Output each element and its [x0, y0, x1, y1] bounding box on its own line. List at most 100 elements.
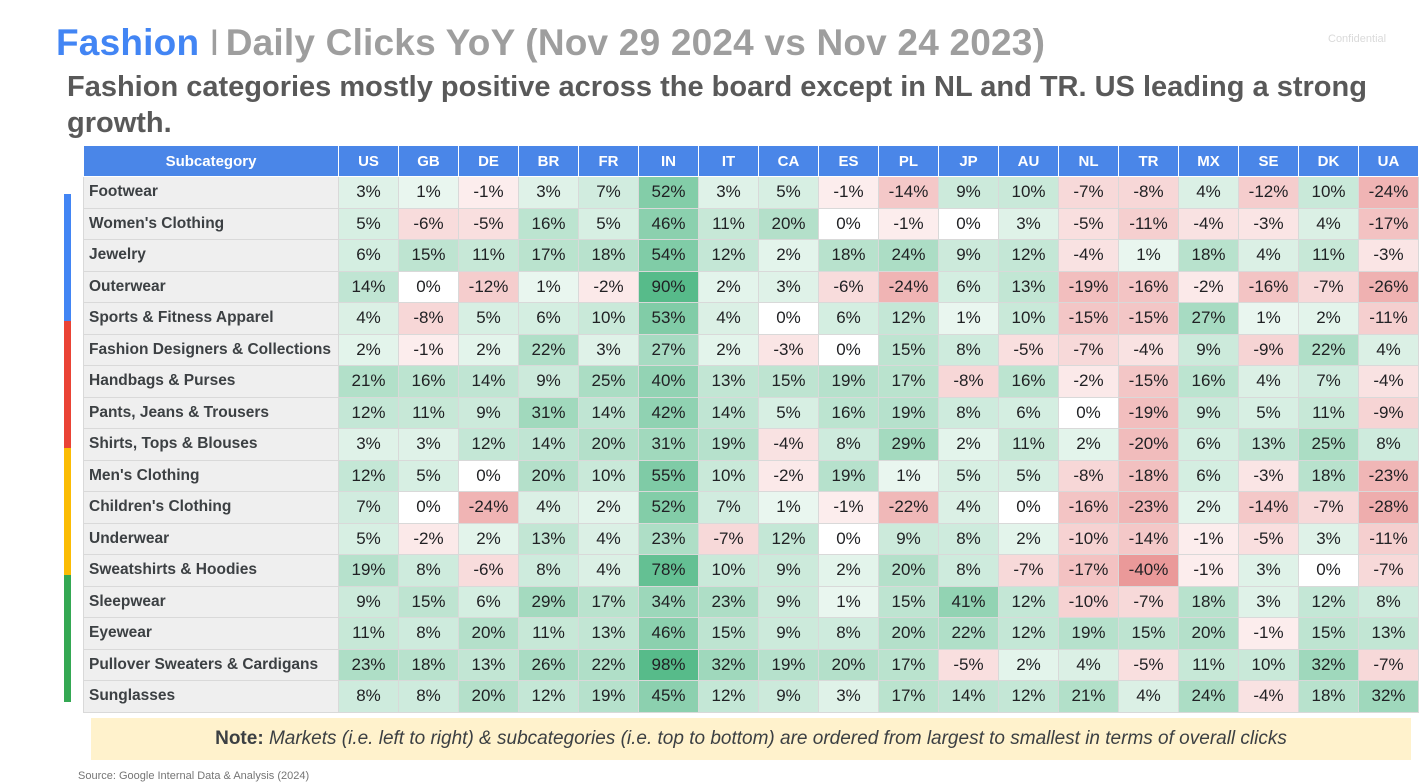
- cell-jp: 6%: [938, 270, 999, 303]
- cell-pl: 20%: [878, 554, 939, 587]
- cell-jp: 4%: [938, 491, 999, 524]
- cell-ua: 4%: [1358, 333, 1419, 366]
- cell-it: 14%: [698, 396, 759, 429]
- cell-mx: 6%: [1178, 459, 1239, 492]
- cell-pl: 15%: [878, 585, 939, 618]
- cell-br: 20%: [518, 459, 579, 492]
- cell-au: 10%: [998, 302, 1059, 335]
- cell-mx: 9%: [1178, 333, 1239, 366]
- cell-dk: 25%: [1298, 428, 1359, 461]
- cell-pl: 24%: [878, 239, 939, 272]
- cell-us: 19%: [338, 554, 399, 587]
- cell-nl: -17%: [1058, 554, 1119, 587]
- cell-au: 12%: [998, 680, 1059, 713]
- cell-de: -1%: [458, 176, 519, 209]
- cell-dk: 11%: [1298, 396, 1359, 429]
- cell-gb: 11%: [398, 396, 459, 429]
- cell-in: 23%: [638, 522, 699, 555]
- cell-jp: 0%: [938, 207, 999, 240]
- cell-fr: 10%: [578, 459, 639, 492]
- cell-dk: 15%: [1298, 617, 1359, 650]
- column-header-fr: FR: [578, 145, 639, 177]
- column-header-pl: PL: [878, 145, 939, 177]
- table-row: Jewelry 6% 15% 11% 17% 18% 54% 12% 2% 18% 24% 9% 12%…: [83, 239, 1419, 272]
- cell-nl: -2%: [1058, 365, 1119, 398]
- cell-pl: 9%: [878, 522, 939, 555]
- cell-de: 9%: [458, 396, 519, 429]
- cell-pl: -24%: [878, 270, 939, 303]
- cell-es: 19%: [818, 459, 879, 492]
- cell-de: 20%: [458, 680, 519, 713]
- cell-tr: -20%: [1118, 428, 1179, 461]
- cell-dk: 32%: [1298, 648, 1359, 681]
- cell-se: 13%: [1238, 428, 1299, 461]
- cell-ua: -24%: [1358, 176, 1419, 209]
- cell-in: 90%: [638, 270, 699, 303]
- cell-es: 20%: [818, 648, 879, 681]
- column-header-ua: UA: [1358, 145, 1419, 177]
- sidebar-bar-3: [64, 575, 71, 702]
- table-row: Eyewear 11% 8% 20% 11% 13% 46% 15% 9% 8% 20% 22% 12%…: [83, 617, 1419, 650]
- cell-ca: 12%: [758, 522, 819, 555]
- cell-jp: 14%: [938, 680, 999, 713]
- row-label: Eyewear: [83, 617, 339, 650]
- cell-br: 29%: [518, 585, 579, 618]
- cell-pl: -22%: [878, 491, 939, 524]
- cell-ua: 32%: [1358, 680, 1419, 713]
- cell-au: 5%: [998, 459, 1059, 492]
- cell-au: 2%: [998, 522, 1059, 555]
- table-row: Sports & Fitness Apparel 4% -8% 5% 6% 10% 53% 4…: [83, 302, 1419, 335]
- cell-it: 12%: [698, 680, 759, 713]
- cell-it: 32%: [698, 648, 759, 681]
- column-header-it: IT: [698, 145, 759, 177]
- cell-tr: -18%: [1118, 459, 1179, 492]
- cell-gb: 8%: [398, 617, 459, 650]
- cell-au: 12%: [998, 239, 1059, 272]
- table-row: Pants, Jeans & Trousers 12% 11% 9% 31% 14% 42%…: [83, 396, 1419, 429]
- cell-mx: 11%: [1178, 648, 1239, 681]
- table-row: Sweatshirts & Hoodies 19% 8% -6% 8% 4% 78% 10% 9…: [83, 554, 1419, 587]
- table-row: Sunglasses 8% 8% 20% 12% 19% 45% 12% 9% 3% 17% 14% 1…: [83, 680, 1419, 713]
- cell-dk: -7%: [1298, 491, 1359, 524]
- cell-us: 12%: [338, 396, 399, 429]
- cell-es: 8%: [818, 428, 879, 461]
- cell-mx: 18%: [1178, 239, 1239, 272]
- cell-jp: 22%: [938, 617, 999, 650]
- column-header-ca: CA: [758, 145, 819, 177]
- cell-tr: 4%: [1118, 680, 1179, 713]
- cell-ua: -17%: [1358, 207, 1419, 240]
- column-header-se: SE: [1238, 145, 1299, 177]
- row-label: Sweatshirts & Hoodies: [83, 554, 339, 587]
- cell-es: 16%: [818, 396, 879, 429]
- table-row: Sleepwear 9% 15% 6% 29% 17% 34% 23% 9% 1% 15% 41% 12…: [83, 585, 1419, 618]
- row-label: Outerwear: [83, 270, 339, 303]
- cell-us: 5%: [338, 522, 399, 555]
- cell-de: 2%: [458, 522, 519, 555]
- cell-de: 5%: [458, 302, 519, 335]
- column-header-dk: DK: [1298, 145, 1359, 177]
- cell-it: 10%: [698, 459, 759, 492]
- cell-tr: -23%: [1118, 491, 1179, 524]
- cell-fr: 3%: [578, 333, 639, 366]
- cell-in: 42%: [638, 396, 699, 429]
- cell-br: 14%: [518, 428, 579, 461]
- cell-br: 17%: [518, 239, 579, 272]
- cell-ua: -7%: [1358, 554, 1419, 587]
- cell-us: 14%: [338, 270, 399, 303]
- cell-in: 98%: [638, 648, 699, 681]
- cell-se: 4%: [1238, 365, 1299, 398]
- table-header-row: Subcategory US GB DE BR FR IN IT CA ES PL JP AU NL TR…: [83, 145, 1419, 177]
- cell-de: -24%: [458, 491, 519, 524]
- cell-gb: 5%: [398, 459, 459, 492]
- cell-it: 19%: [698, 428, 759, 461]
- sidebar-bar-2: [64, 448, 71, 575]
- cell-tr: -16%: [1118, 270, 1179, 303]
- cell-ua: -11%: [1358, 522, 1419, 555]
- row-label: Pullover Sweaters & Cardigans: [83, 648, 339, 681]
- cell-it: 10%: [698, 554, 759, 587]
- cell-ca: 5%: [758, 176, 819, 209]
- cell-mx: -2%: [1178, 270, 1239, 303]
- cell-pl: 12%: [878, 302, 939, 335]
- cell-es: 0%: [818, 207, 879, 240]
- cell-se: -3%: [1238, 207, 1299, 240]
